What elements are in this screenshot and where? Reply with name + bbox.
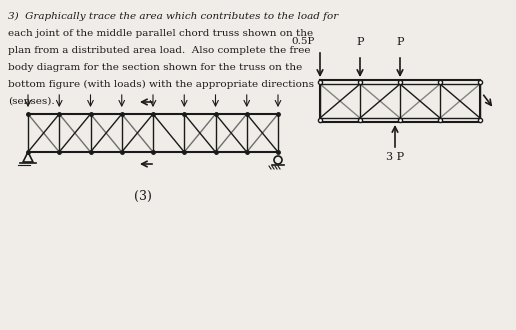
- Text: 3 P: 3 P: [386, 152, 404, 162]
- Text: P: P: [356, 37, 364, 47]
- Text: each joint of the middle parallel chord truss shown on the: each joint of the middle parallel chord …: [8, 29, 313, 38]
- Text: P: P: [396, 37, 404, 47]
- Text: body diagram for the section shown for the truss on the: body diagram for the section shown for t…: [8, 63, 302, 72]
- Text: 0.5P: 0.5P: [292, 37, 315, 46]
- Text: (senses).: (senses).: [8, 97, 55, 106]
- Text: plan from a distributed area load.  Also complete the free: plan from a distributed area load. Also …: [8, 46, 311, 55]
- Text: 3)  Graphically trace the area which contributes to the load for: 3) Graphically trace the area which cont…: [8, 12, 338, 21]
- Text: (3): (3): [134, 190, 152, 203]
- Text: bottom figure (with loads) with the appropriate directions: bottom figure (with loads) with the appr…: [8, 80, 314, 89]
